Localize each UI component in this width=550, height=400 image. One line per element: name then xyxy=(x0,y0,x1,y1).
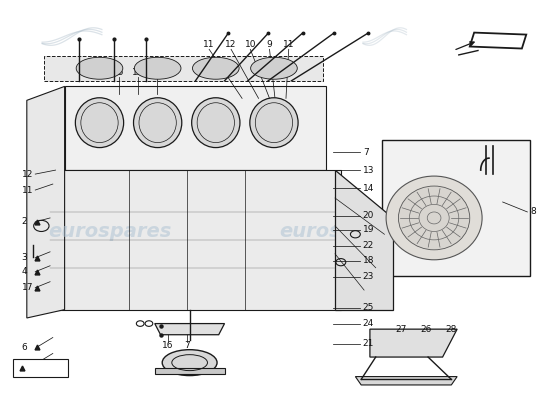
Text: 7: 7 xyxy=(363,148,368,157)
Polygon shape xyxy=(155,368,224,374)
Text: 23: 23 xyxy=(363,272,374,281)
FancyBboxPatch shape xyxy=(13,359,68,377)
Polygon shape xyxy=(470,32,526,48)
Ellipse shape xyxy=(192,57,239,79)
Ellipse shape xyxy=(398,186,470,250)
Text: 12: 12 xyxy=(21,170,33,178)
Ellipse shape xyxy=(250,98,298,148)
Text: 12: 12 xyxy=(132,68,144,77)
Text: 18: 18 xyxy=(363,256,375,265)
Polygon shape xyxy=(50,170,341,310)
Polygon shape xyxy=(355,376,457,385)
Ellipse shape xyxy=(134,98,182,148)
Text: 15: 15 xyxy=(113,68,124,77)
Text: 9: 9 xyxy=(267,40,272,49)
Text: 25: 25 xyxy=(363,303,374,312)
Text: 28: 28 xyxy=(445,325,456,334)
Text: 11: 11 xyxy=(204,40,215,49)
Polygon shape xyxy=(27,86,64,318)
Ellipse shape xyxy=(162,350,217,376)
Text: 2: 2 xyxy=(21,218,27,226)
Ellipse shape xyxy=(76,57,123,79)
Text: 8: 8 xyxy=(530,208,536,216)
Text: 10: 10 xyxy=(245,40,256,49)
Ellipse shape xyxy=(386,176,482,260)
Text: 24: 24 xyxy=(363,319,374,328)
Text: 22: 22 xyxy=(363,241,374,250)
Text: 11: 11 xyxy=(283,40,294,49)
Text: 16: 16 xyxy=(162,341,174,350)
Polygon shape xyxy=(64,86,326,170)
Polygon shape xyxy=(44,56,323,81)
Ellipse shape xyxy=(251,57,297,79)
Polygon shape xyxy=(370,329,457,357)
Text: 5: 5 xyxy=(21,359,28,368)
Text: 3: 3 xyxy=(21,253,28,262)
Text: 6: 6 xyxy=(21,343,28,352)
Text: 17: 17 xyxy=(21,283,33,292)
Polygon shape xyxy=(335,170,393,310)
FancyBboxPatch shape xyxy=(382,140,530,276)
Text: 12: 12 xyxy=(226,40,237,49)
Text: 15: 15 xyxy=(151,68,163,77)
Ellipse shape xyxy=(134,57,181,79)
Text: 19: 19 xyxy=(363,225,375,234)
Text: eurospares: eurospares xyxy=(279,222,403,241)
Text: 11: 11 xyxy=(21,186,33,194)
Text: 27: 27 xyxy=(395,325,407,334)
Text: 20: 20 xyxy=(363,212,374,220)
Text: 14: 14 xyxy=(363,184,374,192)
Text: 13: 13 xyxy=(363,166,375,175)
Text: eurospares: eurospares xyxy=(49,222,172,241)
Text: 4: 4 xyxy=(21,267,27,276)
Text: = 1: = 1 xyxy=(27,364,43,373)
Ellipse shape xyxy=(75,98,124,148)
Text: 7: 7 xyxy=(184,341,190,350)
Ellipse shape xyxy=(191,98,240,148)
Text: 26: 26 xyxy=(420,325,432,334)
Polygon shape xyxy=(155,324,224,335)
Text: 21: 21 xyxy=(363,339,374,348)
